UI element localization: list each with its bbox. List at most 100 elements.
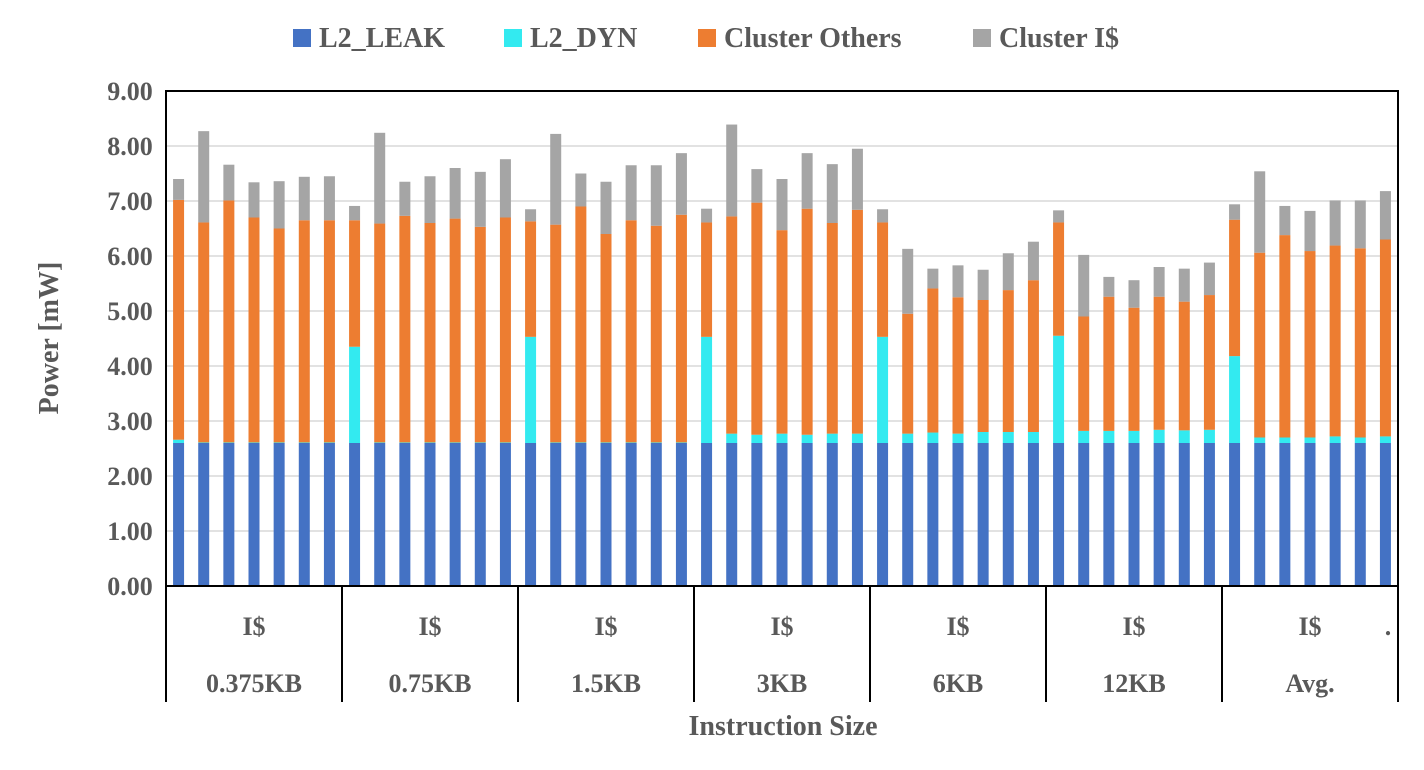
plot-frame bbox=[165, 90, 1399, 587]
bar-segment-cluster-i- bbox=[349, 205, 361, 221]
bar-segment-cluster-i- bbox=[1379, 191, 1391, 240]
bar-segment-cluster-i- bbox=[625, 165, 637, 221]
bar-segment-cluster-others bbox=[223, 200, 235, 443]
bar-segment-l2-leak bbox=[424, 443, 436, 586]
bar-segment-l2-leak bbox=[650, 443, 662, 586]
bar-segment-cluster-i- bbox=[1329, 200, 1341, 246]
bar-segment-l2-dyn bbox=[650, 442, 662, 443]
bar-segment-l2-leak bbox=[600, 443, 612, 586]
bar-segment-l2-dyn bbox=[499, 442, 511, 443]
bar-segment-cluster-i- bbox=[1178, 268, 1190, 302]
bar-segment-l2-leak bbox=[1128, 443, 1140, 586]
bar-segment-cluster-i- bbox=[323, 176, 335, 221]
bar-segment-cluster-i- bbox=[273, 181, 285, 229]
bar-segment-l2-leak bbox=[851, 443, 863, 586]
bar-segment-cluster-i- bbox=[1053, 210, 1065, 223]
bar-segment-l2-leak bbox=[675, 443, 687, 586]
bar-segment-l2-dyn bbox=[1103, 430, 1115, 443]
bar-segment-l2-leak bbox=[248, 443, 260, 586]
bar-segment-l2-dyn bbox=[550, 442, 562, 443]
bar-segment-cluster-others bbox=[1304, 251, 1316, 438]
bar-segment-l2-dyn bbox=[1254, 437, 1266, 443]
bar-segment-l2-leak bbox=[1103, 443, 1115, 586]
bar-segment-l2-leak bbox=[1027, 443, 1039, 586]
bar-segment-cluster-others bbox=[851, 209, 863, 434]
bar-segment-cluster-others bbox=[248, 217, 260, 443]
group-label-line1: I$ bbox=[770, 612, 793, 641]
bar-segment-l2-dyn bbox=[1027, 432, 1039, 443]
bar-segment-l2-dyn bbox=[399, 442, 411, 443]
bar-segment-cluster-others bbox=[751, 202, 763, 435]
y-axis-title: Power [mW] bbox=[34, 262, 65, 415]
bar-segment-l2-dyn bbox=[751, 434, 763, 443]
bar-segment-l2-leak bbox=[223, 443, 235, 586]
group-label-line2: 0.75KB bbox=[388, 669, 471, 698]
y-tick-label: 2.00 bbox=[107, 462, 153, 491]
bar-segment-cluster-others bbox=[550, 224, 562, 443]
y-tick-label: 8.00 bbox=[107, 132, 153, 161]
y-tick-label: 0.00 bbox=[107, 572, 153, 601]
bar-segment-cluster-i- bbox=[675, 153, 687, 215]
bar-segment-l2-leak bbox=[374, 443, 386, 586]
bar-segment-cluster-i- bbox=[927, 268, 939, 289]
bar-segment-cluster-i- bbox=[399, 181, 411, 216]
bar-segment-l2-dyn bbox=[877, 336, 889, 443]
bar-segment-l2-leak bbox=[1329, 443, 1341, 586]
bar-segment-cluster-i- bbox=[525, 209, 537, 222]
bar-segment-l2-leak bbox=[399, 443, 411, 586]
bar-segment-l2-dyn bbox=[1153, 429, 1165, 443]
bar-segment-cluster-others bbox=[675, 214, 687, 443]
bar-segment-cluster-others bbox=[1379, 239, 1391, 437]
group-label-line1: I$ bbox=[946, 612, 969, 641]
bar-segment-cluster-others bbox=[323, 220, 335, 443]
bar-segment-cluster-others bbox=[1027, 280, 1039, 432]
bar-segment-cluster-others bbox=[952, 297, 964, 434]
bar-segment-cluster-i- bbox=[751, 169, 763, 203]
bar-segment-cluster-i- bbox=[650, 165, 662, 226]
bar-segment-l2-dyn bbox=[173, 439, 185, 443]
bar-segment-l2-leak bbox=[726, 443, 738, 586]
bar-segment-cluster-others bbox=[374, 223, 386, 443]
bar-segment-cluster-others bbox=[1078, 316, 1090, 431]
group-label-line1: I$ bbox=[1122, 612, 1145, 641]
bar-segment-cluster-others bbox=[625, 220, 637, 443]
bar-segment-cluster-others bbox=[1128, 307, 1140, 431]
bar-segment-l2-leak bbox=[1229, 443, 1241, 586]
bar-segment-l2-leak bbox=[625, 443, 637, 586]
bar-segment-l2-leak bbox=[349, 443, 361, 586]
bar-segment-cluster-i- bbox=[1128, 280, 1140, 308]
bar-segment-l2-leak bbox=[701, 443, 713, 586]
group-label-line2: 0.375KB bbox=[206, 669, 302, 698]
bar-segment-l2-dyn bbox=[575, 442, 587, 443]
bar-segment-cluster-others bbox=[977, 300, 989, 432]
bar-segment-l2-dyn bbox=[726, 433, 738, 443]
bar-segment-l2-leak bbox=[173, 443, 185, 586]
legend-swatch bbox=[504, 29, 522, 47]
bar-segment-l2-leak bbox=[575, 443, 587, 586]
bar-segment-cluster-others bbox=[1254, 252, 1266, 438]
bar-segment-cluster-others bbox=[776, 230, 788, 434]
bar-segment-cluster-others bbox=[902, 313, 914, 434]
bar-segment-cluster-others bbox=[726, 216, 738, 434]
bar-segment-cluster-others bbox=[298, 220, 310, 443]
bar-segment-l2-dyn bbox=[927, 432, 939, 443]
bar-segment-cluster-i- bbox=[499, 159, 511, 218]
bar-segment-cluster-i- bbox=[952, 265, 964, 298]
bar-segment-cluster-i- bbox=[1229, 204, 1241, 220]
bar-segment-l2-dyn bbox=[424, 442, 436, 443]
bar-segment-cluster-i- bbox=[826, 164, 838, 223]
legend: L2_LEAK L2_DYN Cluster Others Cluster I$ bbox=[293, 23, 1119, 54]
bar-segment-cluster-i- bbox=[600, 181, 612, 234]
bar-segment-l2-dyn bbox=[1128, 430, 1140, 443]
bar-segment-l2-leak bbox=[877, 443, 889, 586]
bar-segment-cluster-i- bbox=[877, 209, 889, 223]
bar-segment-l2-dyn bbox=[349, 346, 361, 443]
bar-segment-l2-dyn bbox=[1229, 356, 1241, 443]
bar-segment-l2-leak bbox=[1379, 443, 1391, 586]
bar-segment-l2-leak bbox=[1304, 443, 1316, 586]
bar-segment-l2-leak bbox=[776, 443, 788, 586]
bar-segment-l2-leak bbox=[751, 443, 763, 586]
bar-segment-l2-dyn bbox=[1078, 430, 1090, 443]
bar-segment-l2-dyn bbox=[1279, 437, 1291, 443]
bar-segment-cluster-i- bbox=[575, 173, 587, 207]
